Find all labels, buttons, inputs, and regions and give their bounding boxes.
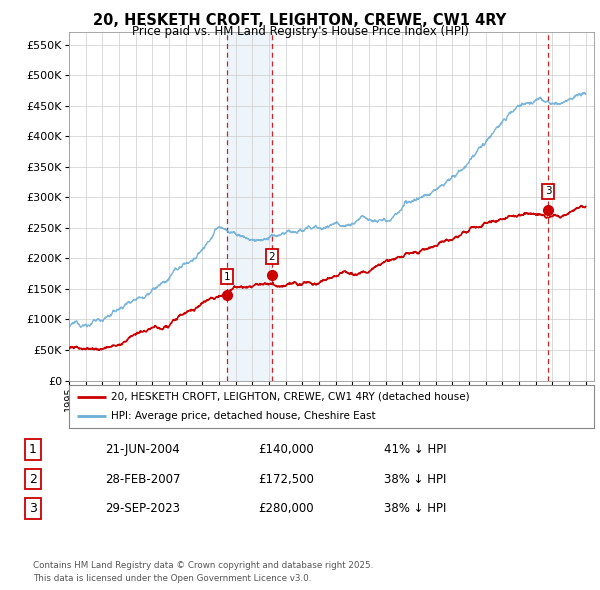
Text: £140,000: £140,000 <box>258 443 314 456</box>
Text: 38% ↓ HPI: 38% ↓ HPI <box>384 502 446 515</box>
Text: 21-JUN-2004: 21-JUN-2004 <box>105 443 180 456</box>
Text: £172,500: £172,500 <box>258 473 314 486</box>
Text: Contains HM Land Registry data © Crown copyright and database right 2025.
This d: Contains HM Land Registry data © Crown c… <box>33 562 373 583</box>
Text: 2: 2 <box>29 473 37 486</box>
Text: 20, HESKETH CROFT, LEIGHTON, CREWE, CW1 4RY: 20, HESKETH CROFT, LEIGHTON, CREWE, CW1 … <box>94 13 506 28</box>
Text: 29-SEP-2023: 29-SEP-2023 <box>105 502 180 515</box>
Text: 1: 1 <box>29 443 37 456</box>
Text: HPI: Average price, detached house, Cheshire East: HPI: Average price, detached house, Ches… <box>111 411 376 421</box>
Text: 38% ↓ HPI: 38% ↓ HPI <box>384 473 446 486</box>
Text: 41% ↓ HPI: 41% ↓ HPI <box>384 443 446 456</box>
Text: £280,000: £280,000 <box>258 502 314 515</box>
Text: 2: 2 <box>268 252 275 262</box>
Text: 20, HESKETH CROFT, LEIGHTON, CREWE, CW1 4RY (detached house): 20, HESKETH CROFT, LEIGHTON, CREWE, CW1 … <box>111 392 470 402</box>
Text: Price paid vs. HM Land Registry's House Price Index (HPI): Price paid vs. HM Land Registry's House … <box>131 25 469 38</box>
Text: 3: 3 <box>545 186 551 196</box>
Text: 1: 1 <box>224 271 230 281</box>
Bar <box>227 32 272 381</box>
Text: 3: 3 <box>29 502 37 515</box>
Text: 28-FEB-2007: 28-FEB-2007 <box>105 473 181 486</box>
